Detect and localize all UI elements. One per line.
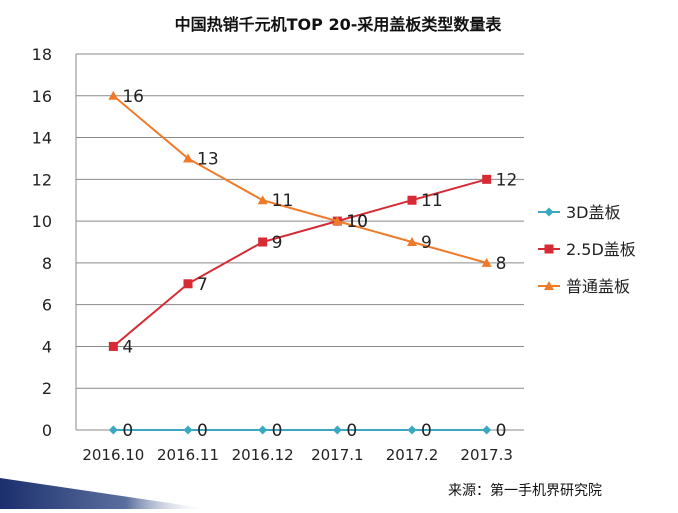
series-line (112, 95, 487, 264)
data-label: 10 (346, 212, 368, 232)
y-tick-label: 4 (42, 337, 52, 356)
data-point (258, 425, 268, 435)
legend-item-1: 3D盖板 (538, 203, 621, 222)
legend-marker (544, 207, 554, 217)
data-point (481, 257, 492, 267)
series-3: 16 13 11 10 9 8 (108, 87, 506, 274)
gridlines (76, 53, 524, 389)
data-label: 0 (346, 421, 357, 441)
data-label: 9 (272, 233, 283, 253)
data-point (108, 425, 118, 435)
y-tick-label: 2 (42, 379, 52, 398)
chart-title: 中国热销千元机TOP 20-采用盖板类型数量表 (175, 15, 503, 34)
data-label: 10 (346, 212, 368, 232)
y-tick-label: 18 (32, 45, 52, 64)
data-label: 8 (496, 254, 507, 274)
y-tick-label: 12 (32, 170, 52, 189)
y-tick-label: 16 (32, 87, 52, 106)
data-point (108, 90, 119, 100)
x-tick-label: 2016.10 (82, 446, 144, 464)
data-point (407, 237, 417, 246)
x-tick-label: 2017.3 (460, 446, 513, 464)
data-label: 13 (197, 149, 219, 169)
data-label: 12 (496, 170, 518, 190)
data-label: 0 (272, 421, 283, 441)
data-point (257, 195, 268, 205)
data-point (332, 216, 343, 226)
data-label: 11 (272, 191, 294, 211)
legend-marker (544, 244, 554, 254)
data-point (407, 195, 417, 205)
y-tick-label: 14 (32, 129, 52, 148)
legend-label: 2.5D盖板 (566, 240, 636, 259)
corner-decoration (0, 478, 210, 509)
data-label: 9 (421, 233, 432, 253)
y-tick-label: 10 (32, 212, 52, 231)
data-point (332, 425, 342, 435)
x-tick-label: 2016.12 (232, 446, 294, 464)
data-label: 0 (421, 421, 432, 441)
data-point (183, 153, 193, 163)
x-tick-label: 2017.1 (311, 446, 364, 464)
axes: 0 2 4 6 8 10 12 14 16 18 2016.10 2016.11 2016.12 2017… (32, 45, 524, 464)
data-point (183, 425, 193, 435)
x-tick-label: 2016.11 (157, 446, 219, 464)
legend-label: 3D盖板 (566, 203, 621, 222)
data-label: 4 (122, 337, 133, 357)
legend-marker (544, 281, 554, 290)
x-tick-label: 2017.2 (386, 446, 439, 464)
data-label: 0 (197, 421, 208, 441)
data-point (258, 237, 268, 247)
series-2: 4 7 9 10 11 12 (108, 170, 518, 357)
series-1: 0 0 0 0 0 0 (108, 421, 507, 441)
data-point (482, 425, 492, 435)
y-tick-label: 6 (42, 296, 52, 315)
data-label: 7 (197, 275, 208, 295)
data-point (407, 425, 417, 435)
data-point (108, 341, 118, 351)
legend-item-2: 2.5D盖板 (538, 240, 636, 259)
series-line (112, 178, 487, 348)
data-point (183, 279, 193, 289)
data-label: 0 (122, 421, 133, 441)
source-note: 来源：第一手机界研究院 (448, 482, 602, 499)
legend-item-3: 普通盖板 (538, 277, 630, 296)
data-point (482, 174, 492, 184)
y-tick-label: 0 (42, 421, 52, 440)
data-label: 0 (496, 421, 507, 441)
data-label: 16 (122, 87, 144, 107)
legend-label: 普通盖板 (566, 277, 630, 296)
data-label: 11 (421, 191, 443, 211)
y-tick-label: 8 (42, 254, 52, 273)
